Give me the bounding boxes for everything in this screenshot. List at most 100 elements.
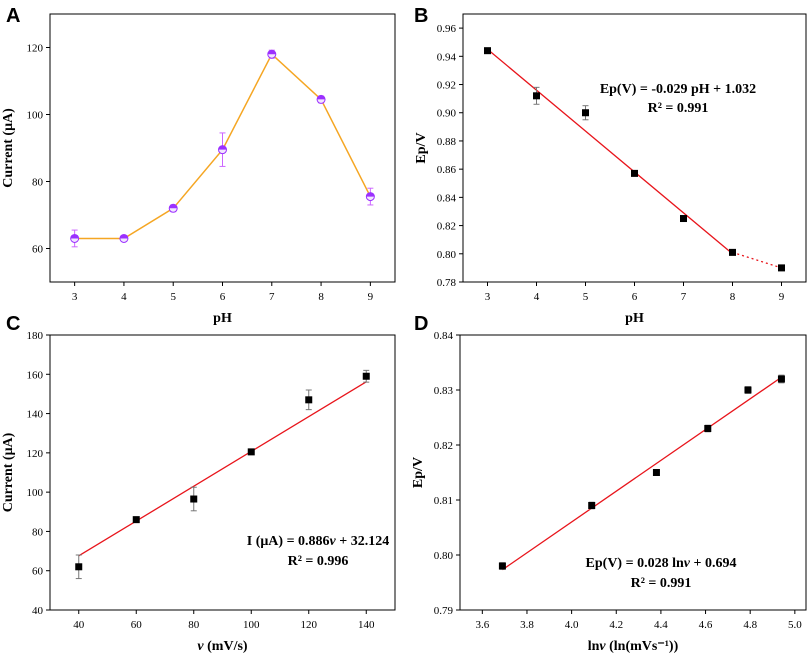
- x-tick-label: 4.6: [699, 619, 713, 631]
- y-axis-title: Ep/V: [411, 457, 426, 488]
- x-axis-title: lnv (ln(mVs⁻¹)): [588, 639, 679, 654]
- x-axis-title: v (mV/s): [197, 639, 247, 654]
- data-point: [652, 469, 660, 476]
- x-tick-label: 120: [301, 619, 318, 631]
- y-tick-label: 0.94: [437, 51, 457, 63]
- x-tick-label: 3.6: [475, 619, 489, 631]
- y-tick-label: 180: [27, 330, 44, 342]
- panel-a: A 3 4 5 6 7 8 9 60 80 100 120 pH Current (μA): [1, 5, 396, 326]
- y-tick-label: 0.84: [437, 192, 457, 204]
- y-tick-label: 0.79: [434, 605, 454, 617]
- plot-frame: [462, 13, 807, 283]
- y-tick-label: 0.90: [437, 108, 457, 120]
- x-tick-label: 6: [632, 291, 638, 303]
- x-tick-label: 40: [73, 619, 85, 631]
- data-point: [305, 396, 313, 404]
- x-tick-label: 4: [534, 291, 540, 303]
- y-tick-label: 0.78: [437, 277, 457, 289]
- y-tick-label: 60: [32, 566, 44, 578]
- data-point-fill: [169, 204, 178, 209]
- y-axis-title: Current (μA): [1, 108, 16, 188]
- x-tick-label: 140: [358, 619, 375, 631]
- data-point: [533, 92, 540, 100]
- data-point-fill: [366, 192, 375, 197]
- x-tick-label: 4.8: [743, 619, 757, 631]
- y-axis-title: Current (μA): [1, 432, 16, 512]
- data-point: [75, 563, 83, 571]
- y-axis-title: Ep/V: [414, 132, 429, 163]
- data-point-fill: [218, 145, 227, 150]
- y-tick-label: 160: [27, 369, 44, 381]
- fit-equation: Ep(V) = -0.029 pH + 1.032: [600, 82, 756, 97]
- data-point: [362, 372, 370, 380]
- x-tick-label: 4.2: [609, 619, 623, 631]
- x-axis-title: pH: [625, 311, 644, 326]
- fit-line: [502, 376, 782, 571]
- x-tick-label: 9: [779, 291, 785, 303]
- y-tick-label: 120: [27, 448, 44, 460]
- x-tick-label: 5.0: [788, 619, 802, 631]
- data-point-fill: [317, 95, 326, 100]
- fit-line: [487, 48, 733, 255]
- panel-label: D: [414, 313, 428, 335]
- y-tick-label: 0.88: [437, 136, 457, 148]
- data-point-fill: [70, 234, 79, 239]
- data-point: [729, 248, 736, 256]
- x-tick-label: 4.0: [565, 619, 579, 631]
- r-squared: R² = 0.991: [648, 101, 709, 116]
- x-tick-label: 3: [485, 291, 491, 303]
- panel-d: D 3.6 3.8 4.0 4.2 4.4 4.6 4.8 5.0 0.79 0.80 0.81 0.8…: [411, 313, 807, 654]
- y-tick-label: 60: [32, 244, 44, 256]
- y-tick-label: 120: [27, 43, 44, 55]
- x-tick-label: 7: [681, 291, 687, 303]
- y-tick-label: 100: [27, 487, 44, 499]
- y-tick-label: 100: [27, 110, 44, 122]
- panel-label: C: [6, 313, 20, 335]
- y-tick-label: 0.80: [434, 550, 454, 562]
- data-point-fill: [119, 234, 128, 239]
- y-tick-label: 0.84: [434, 330, 454, 342]
- data-point: [778, 264, 785, 272]
- y-tick-label: 0.96: [437, 23, 457, 35]
- y-tick-label: 0.80: [437, 249, 457, 261]
- y-tick-label: 0.82: [437, 221, 456, 233]
- x-tick-label: 4: [121, 291, 127, 303]
- data-point: [247, 448, 255, 456]
- panel-b: B 3 4 5 6 7 8 9 0.78 0.80 0.82 0.84 0.86 0.88 0.90 0.92…: [414, 5, 807, 326]
- plot-frame: [459, 334, 807, 611]
- x-axis-title: pH: [213, 311, 232, 326]
- data-point: [744, 386, 752, 394]
- data-point: [582, 109, 589, 117]
- x-tick-label: 60: [131, 619, 143, 631]
- data-point: [777, 375, 785, 383]
- r-squared: R² = 0.991: [631, 576, 692, 591]
- data-point: [704, 425, 712, 432]
- y-tick-label: 0.86: [437, 164, 457, 176]
- x-tick-label: 4.4: [654, 619, 668, 631]
- data-point: [132, 516, 140, 524]
- y-tick-label: 140: [27, 409, 44, 421]
- r-squared: R² = 0.996: [288, 554, 349, 569]
- plot-frame: [49, 334, 396, 611]
- x-tick-label: 6: [220, 291, 226, 303]
- panel-label: A: [6, 5, 20, 27]
- x-tick-label: 8: [318, 291, 324, 303]
- y-tick-label: 80: [32, 526, 44, 538]
- data-point-fill: [267, 50, 276, 55]
- panel-c: C 40 60 80 100 120 140 40 60 80 100 120 140 160 180 v (…: [1, 313, 396, 654]
- fit-line: [78, 381, 367, 557]
- y-tick-label: 0.81: [434, 495, 453, 507]
- data-point: [484, 47, 491, 55]
- x-tick-label: 5: [170, 291, 176, 303]
- x-tick-label: 5: [583, 291, 589, 303]
- x-tick-label: 3: [72, 291, 78, 303]
- x-tick-label: 8: [730, 291, 736, 303]
- data-point: [631, 169, 638, 177]
- fit-equation: Ep(V) = 0.028 lnv + 0.694: [586, 556, 737, 571]
- fit-equation: I (μA) = 0.886v + 32.124: [247, 534, 390, 549]
- data-point: [588, 502, 596, 509]
- data-point: [498, 562, 506, 570]
- data-point: [190, 495, 198, 503]
- x-tick-label: 100: [243, 619, 260, 631]
- x-tick-label: 3.8: [520, 619, 534, 631]
